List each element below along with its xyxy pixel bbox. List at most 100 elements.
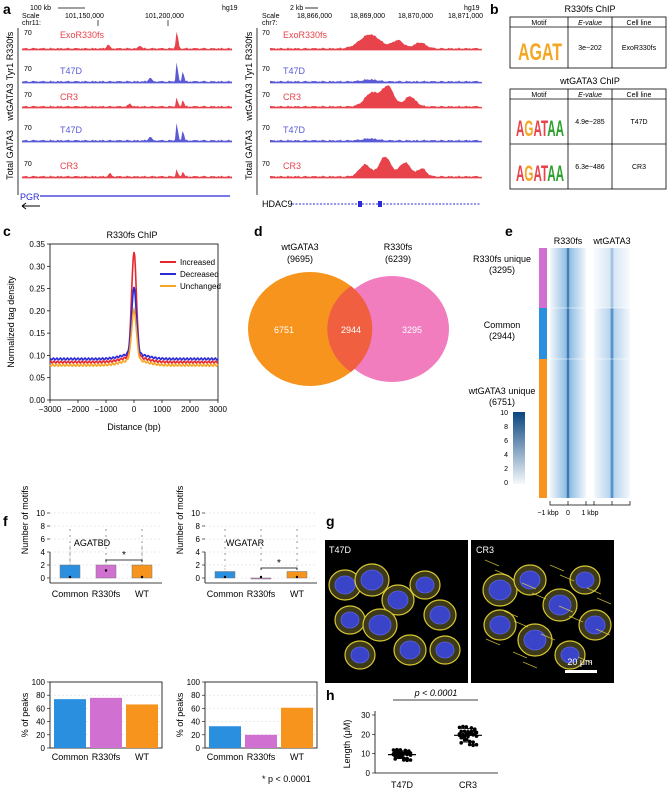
a-left-signal-2: [22, 97, 232, 108]
g-cr3-cell-2-nucleus: [548, 594, 572, 616]
f-bar1-bar-wt: [281, 707, 313, 748]
h-point-cr3-34: [469, 731, 474, 735]
panel-a: a 100 kb Scale chr11: 101,150,000 101,20…: [3, 1, 483, 210]
a-left-chrom: chr11:: [22, 20, 41, 27]
f-bar1-ytick-label-1: 20: [191, 731, 200, 740]
a-left-track-1: T47D: [60, 66, 83, 76]
e-scale-8: 8: [504, 424, 508, 431]
f-box1-ytick-label-0: 0: [196, 574, 201, 583]
g-cr3-cell-6-nucleus: [584, 615, 606, 635]
f-bar0-ytick-label-5: 100: [32, 678, 46, 687]
a-right-gene: HDAC9: [262, 199, 293, 209]
g-cr3-fiber-11: [531, 592, 547, 600]
c-series-line-increased: [49, 251, 219, 365]
c-ytick-label-0: 0.00: [29, 396, 45, 405]
e-col1: R330fs: [554, 236, 583, 246]
g-cr3-fiber-13: [485, 638, 501, 646]
g-cr3-fiber-7: [503, 610, 519, 618]
c-ytick-label-4: 0.20: [29, 307, 45, 316]
a-right-chrom: chr7:: [262, 20, 278, 27]
a-right-signal-3: [270, 137, 482, 142]
a-left-signal-1: [22, 62, 232, 83]
e-col2: wtGATA3: [592, 236, 630, 246]
e-group-common-count: (2944): [489, 331, 515, 341]
f-bar1-bar-common: [209, 726, 241, 748]
a-group-wt-r: wtGATA3: [244, 83, 254, 121]
g-t47d-cell-1-nucleus: [360, 569, 384, 591]
f-box1-outlier-2-1: [296, 553, 298, 555]
h-ytick-label-0: 0: [366, 769, 371, 778]
e-group-common-name: Common: [484, 320, 521, 330]
b2-row2-motif-logo: AGATAA: [516, 161, 564, 186]
f-bar0-ytick-label-4: 80: [36, 691, 45, 700]
c-ytick-label-3: 0.15: [29, 329, 45, 338]
h-point-cr3-26: [467, 739, 472, 744]
c-series-line-unchanged: [49, 306, 219, 368]
a-right-scale-label: Scale: [262, 13, 280, 20]
c-legend-label-1: Decreased: [180, 270, 219, 279]
panel-h: h p < 0.0001 0 10 20 30 T47D CR3 Length (μM): [326, 687, 498, 790]
a-right-coord2: 18,869,000: [350, 13, 385, 20]
g-t47d-cell-4-nucleus: [368, 614, 392, 636]
h-point-cr3-9: [471, 743, 475, 748]
h-point-cr3-4: [467, 742, 472, 747]
d-overlap-region: [327, 286, 373, 372]
a-right-track-2: CR3: [283, 92, 301, 102]
c-legend-label-2: Unchanged: [180, 282, 221, 291]
d-left-name: wtGATA3: [280, 242, 318, 252]
c-ytick-label-7: 0.35: [29, 240, 45, 249]
g-cr3-fiber-14: [522, 661, 538, 669]
f-box0-outlier-1-2: [105, 547, 107, 549]
g-cr3-fiber-4: [512, 651, 528, 659]
c-ytick-label-1: 0.05: [29, 374, 45, 383]
a-left-scale-label: Scale: [22, 13, 40, 20]
f-box1-outlier-0-3: [224, 541, 226, 543]
g-t47d-cell-9-nucleus: [350, 646, 370, 664]
f-box0-outlier-2-4: [141, 535, 143, 537]
a-right-track-4: CR3: [283, 161, 301, 171]
a-group-tyr: Tyr1 R330fs: [5, 31, 15, 80]
b2-header-evalue: E-value: [578, 92, 602, 99]
a-group-total: Total GATA3: [5, 130, 15, 180]
panel-d-label: d: [254, 223, 263, 239]
f-box1-ytick-label-2: 4: [196, 548, 201, 557]
a-right-coord4: 18,871,000: [448, 13, 483, 20]
f-box1-star: *: [277, 558, 281, 569]
f-box0-median-0: [68, 575, 72, 579]
a-right-signal-2: [270, 85, 482, 108]
h-point-cr3-14: [474, 742, 479, 747]
h-ylabel: Length (μM): [342, 720, 352, 769]
a-left-signal-4: [22, 169, 232, 178]
h-point-cr3-35: [462, 737, 467, 742]
panel-a-label: a: [3, 1, 11, 17]
f-box1-ylabel: Number of motifs: [175, 485, 185, 554]
a-left-gene: PGR: [20, 192, 40, 202]
f-bar0-ytick-label-2: 40: [36, 718, 45, 727]
d-right-only: 3295: [402, 325, 422, 335]
g-t47d-cell-7-nucleus: [399, 640, 421, 660]
d-right-name: R330fs: [384, 242, 413, 252]
a-right-axis-3: 70: [262, 125, 270, 132]
a-left-axis-1: 70: [24, 66, 32, 73]
g-cr3-fiber-3: [595, 628, 611, 636]
c-xtick-label-2: −1000: [95, 405, 118, 414]
a-left-axis-0: 70: [24, 30, 32, 37]
panel-g-label: g: [326, 513, 335, 529]
h-point-cr3-17: [473, 727, 477, 731]
e-group-r330fs-name: R330fs unique: [473, 254, 531, 264]
g-label-t47d: T47D: [329, 545, 352, 555]
b2-row1-motif-logo: AGATAA: [516, 116, 564, 141]
b1-header-evalue: E-value: [578, 20, 602, 27]
h-point-t47d-35: [396, 755, 401, 759]
e-scale-4: 4: [504, 452, 508, 459]
d-right-count: (6239): [385, 254, 411, 264]
panel-f: f AGATBD WGATAR 0 2 4 6 8 10 Number of motifs C…: [3, 485, 318, 784]
g-cr3-fiber-6: [586, 587, 602, 595]
c-legend: Increased Decreased Unchanged: [160, 258, 221, 291]
f-box0-ytick-label-3: 6: [41, 535, 46, 544]
f-box1-outlier-1-2: [260, 547, 262, 549]
g-cr3-fiber-2: [558, 605, 574, 613]
